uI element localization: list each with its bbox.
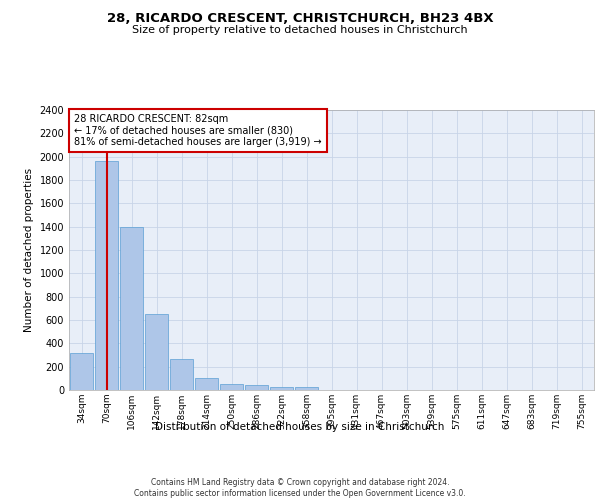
Bar	[195, 378, 218, 390]
Text: Contains HM Land Registry data © Crown copyright and database right 2024.
Contai: Contains HM Land Registry data © Crown c…	[134, 478, 466, 498]
Bar	[120, 226, 143, 390]
Text: Distribution of detached houses by size in Christchurch: Distribution of detached houses by size …	[155, 422, 445, 432]
Y-axis label: Number of detached properties: Number of detached properties	[24, 168, 34, 332]
Bar	[295, 388, 318, 390]
Bar	[270, 386, 293, 390]
Bar	[95, 162, 118, 390]
Bar	[220, 384, 243, 390]
Text: 28 RICARDO CRESCENT: 82sqm
← 17% of detached houses are smaller (830)
81% of sem: 28 RICARDO CRESCENT: 82sqm ← 17% of deta…	[74, 114, 322, 148]
Bar	[70, 352, 93, 390]
Text: 28, RICARDO CRESCENT, CHRISTCHURCH, BH23 4BX: 28, RICARDO CRESCENT, CHRISTCHURCH, BH23…	[107, 12, 493, 26]
Bar	[170, 358, 193, 390]
Bar	[145, 314, 168, 390]
Bar	[245, 386, 268, 390]
Text: Size of property relative to detached houses in Christchurch: Size of property relative to detached ho…	[132, 25, 468, 35]
